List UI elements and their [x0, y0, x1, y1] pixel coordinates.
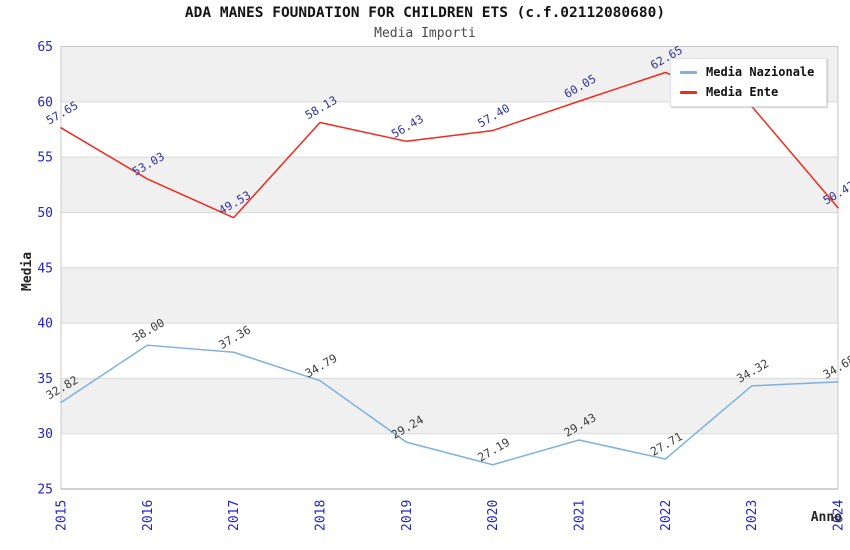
svg-text:2021: 2021	[573, 500, 588, 531]
chart-title: ADA MANES FOUNDATION FOR CHILDREN ETS (c…	[184, 5, 666, 21]
svg-text:2015: 2015	[55, 500, 70, 531]
svg-text:60: 60	[37, 95, 53, 110]
svg-text:2018: 2018	[314, 500, 329, 531]
legend: Media Nazionale Media Ente	[670, 58, 828, 107]
legend-label: Media Ente	[706, 85, 779, 99]
svg-text:35: 35	[37, 372, 53, 387]
svg-text:25: 25	[37, 483, 53, 498]
svg-text:40: 40	[37, 317, 53, 332]
chart-subtitle: Media Importi	[374, 26, 476, 41]
legend-label: Media Nazionale	[706, 65, 815, 79]
svg-text:2017: 2017	[227, 500, 242, 531]
svg-text:55: 55	[37, 151, 53, 166]
x-axis-title: Anno	[811, 510, 842, 525]
legend-item-media-ente: Media Ente	[680, 86, 814, 98]
y-axis-ticks: 25 30 35 40 45 50 55 60 65	[37, 40, 53, 498]
svg-text:2019: 2019	[400, 500, 415, 531]
legend-line-swatch-blue	[680, 70, 697, 74]
svg-text:2016: 2016	[141, 500, 156, 531]
legend-item-media-nazionale: Media Nazionale	[680, 66, 814, 78]
svg-text:2023: 2023	[745, 500, 760, 531]
svg-text:2022: 2022	[659, 500, 674, 531]
legend-line-swatch-red	[680, 90, 697, 94]
svg-text:30: 30	[37, 427, 53, 442]
svg-text:65: 65	[37, 40, 53, 55]
series-line-media-nazionale	[60, 344, 839, 466]
x-axis-ticks: 2015 2016 2017 2018 2019 2020 2021 2022 2023 2024	[55, 500, 847, 531]
svg-text:2020: 2020	[486, 500, 501, 531]
svg-text:45: 45	[37, 261, 53, 276]
svg-text:2024: 2024	[832, 500, 847, 531]
svg-text:50: 50	[37, 206, 53, 221]
y-axis-title: Media	[20, 252, 35, 291]
